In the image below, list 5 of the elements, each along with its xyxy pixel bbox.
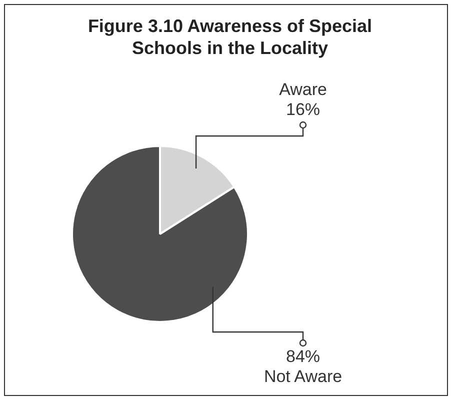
chart-title: Figure 3.10 Awareness of Special Schools in the Locality [86,15,374,59]
slice-label: Aware [279,80,327,100]
data-label: 84% [286,347,320,366]
data-label: 16% [286,100,320,120]
slice-label: Not Aware [264,367,342,386]
